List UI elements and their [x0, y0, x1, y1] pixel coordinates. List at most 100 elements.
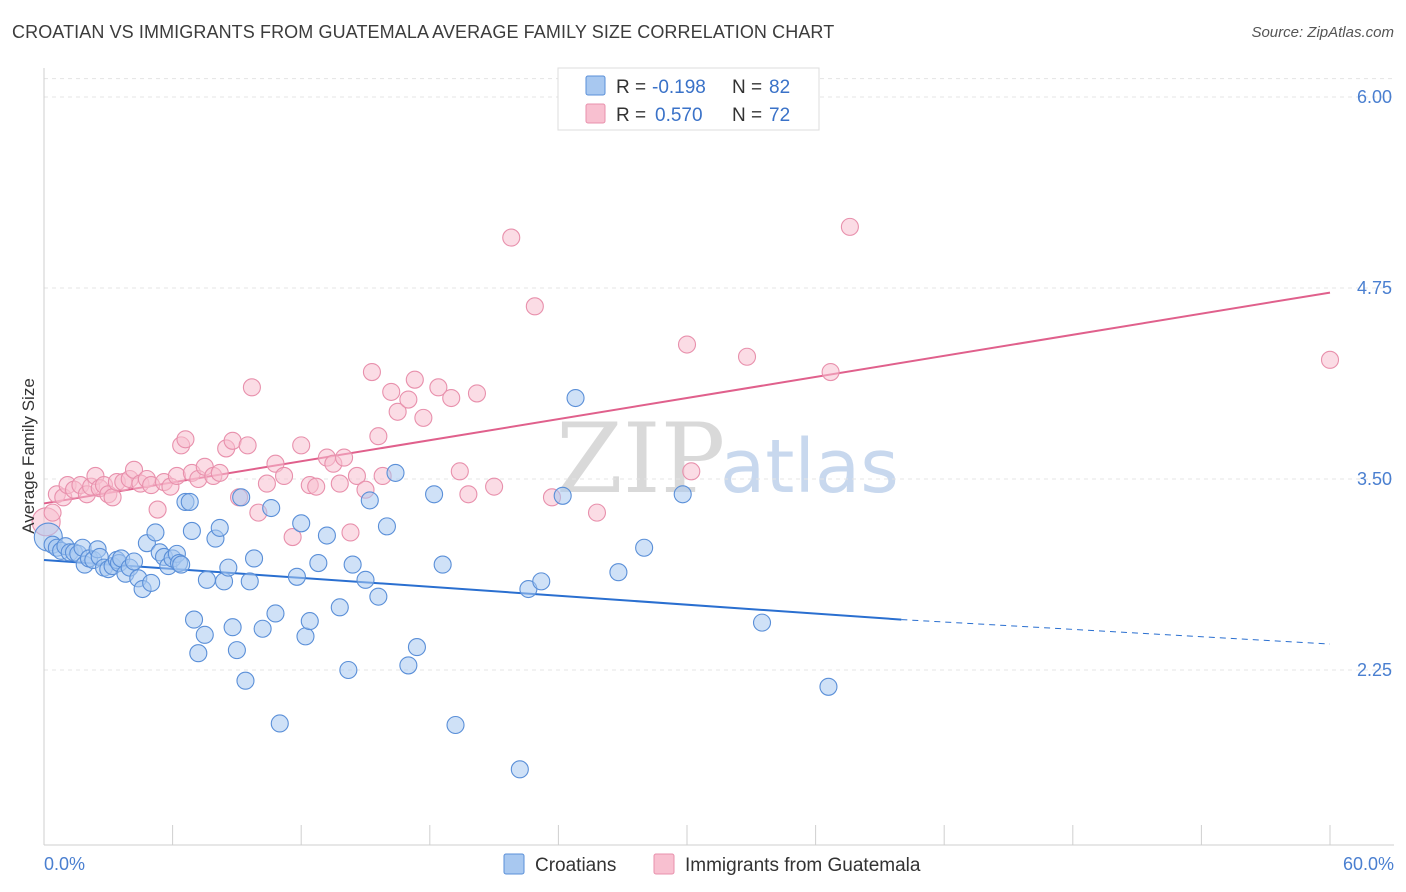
croatians-point-41 [197, 570, 216, 589]
croatians-point-59 [300, 612, 319, 631]
guatemala-point-70 [677, 335, 697, 354]
croatians-point-67 [369, 587, 388, 606]
axes [43, 68, 1394, 846]
guatemala-point-48 [335, 448, 354, 467]
croatians-point-80 [609, 563, 628, 582]
croatians-point-37 [182, 521, 201, 541]
croatians-point-74 [446, 715, 465, 735]
guatemala-point-38 [257, 474, 276, 493]
legend-r-value-2: 0.570 [655, 105, 703, 126]
croatians-point-53 [262, 498, 281, 518]
trend-line-guatemala [43, 291, 1331, 505]
croatians-point-52 [253, 619, 272, 638]
guatemala-point-71 [682, 462, 701, 481]
legend-n-label-2: N = [732, 105, 762, 126]
guatemala-point-26 [176, 430, 195, 449]
guatemala-point-56 [388, 402, 407, 421]
y-axis-label: Average Family Size [19, 378, 38, 534]
series-legend-label-guatemala: Immigrants from Guatemala [685, 855, 921, 876]
croatians-point-62 [330, 598, 349, 617]
guatemala-point-66 [502, 228, 521, 247]
croatians-point-84 [819, 677, 838, 696]
croatians-point-45 [219, 558, 238, 577]
croatians-point-36 [180, 492, 199, 511]
guatemala-point-49 [341, 523, 360, 542]
series-legend-swatch-guatemala [653, 853, 675, 875]
croatians-point-72 [425, 485, 444, 504]
guatemala-point-60 [429, 378, 448, 397]
croatians-point-66 [360, 491, 379, 510]
croatians-point-26 [142, 573, 161, 592]
series-legend: Croatians Immigrants from Guatemala [503, 853, 921, 876]
croatians-point-38 [184, 610, 204, 629]
guatemala-point-74 [840, 217, 859, 236]
data-points [31, 217, 1340, 779]
guatemala-point-50 [347, 466, 366, 485]
croatians-point-43 [210, 518, 229, 537]
croatians-point-50 [240, 572, 259, 591]
croatians-point-46 [223, 618, 242, 637]
guatemala-point-52 [362, 362, 381, 382]
guatemala-point-67 [525, 297, 544, 316]
source-credit: Source: ZipAtlas.com [1251, 24, 1394, 41]
watermark-atlas: atlas [720, 424, 899, 510]
series-legend-label-croatians: Croatians [535, 855, 616, 876]
guatemala-point-41 [283, 528, 302, 547]
guatemala-point-55 [382, 382, 401, 401]
croatians-point-73 [433, 555, 452, 574]
guatemala-point-63 [459, 485, 478, 504]
croatians-point-60 [309, 553, 328, 573]
guatemala-point-69 [587, 503, 607, 522]
croatians-point-40 [195, 625, 214, 644]
croatians-point-81 [635, 538, 654, 557]
croatians-point-34 [172, 555, 191, 574]
stats-legend: R = -0.198 N = 82 R = 0.570 N = 72 [557, 67, 820, 131]
guatemala-point-59 [414, 408, 433, 427]
watermark-zip: ZIP [556, 403, 725, 515]
guatemala-point-35 [238, 436, 257, 455]
series-legend-swatch-croatians [503, 853, 525, 875]
guatemala-point-39 [266, 454, 285, 473]
croatians-point-82 [673, 485, 692, 504]
guatemala-point-47 [330, 474, 349, 493]
croatians-point-83 [752, 613, 772, 632]
guatemala-point-58 [405, 370, 424, 389]
trend-line-croatians-extension [901, 619, 1331, 645]
croatians-point-69 [386, 463, 405, 482]
croatians-point-39 [189, 644, 208, 663]
croatians-point-79 [566, 388, 585, 408]
croatians-point-22 [124, 552, 144, 571]
legend-swatch-guatemala [585, 103, 606, 124]
croatians-point-54 [266, 604, 285, 623]
guatemala-point-13 [103, 488, 122, 507]
y-tick-label-2: 4.75 [1357, 278, 1392, 298]
chart-title: CROATIAN VS IMMIGRANTS FROM GUATEMALA AV… [12, 22, 835, 42]
legend-n-label-1: N = [732, 77, 762, 98]
y-tick-label-1: 3.50 [1357, 469, 1392, 489]
legend-swatch-croatians [585, 75, 606, 96]
guatemala-point-21 [148, 500, 167, 519]
guatemala-point-72 [737, 347, 757, 366]
guatemala-point-31 [210, 463, 229, 482]
guatemala-point-57 [399, 390, 418, 409]
y-tick-labels: 2.25 3.50 4.75 6.00 [1357, 87, 1392, 680]
guatemala-point-42 [292, 436, 311, 455]
guatemala-point-40 [275, 466, 294, 485]
x-tick-label-max: 60.0% [1343, 854, 1394, 874]
croatians-point-78 [553, 486, 572, 505]
y-tick-label-0: 2.25 [1357, 660, 1392, 680]
guatemala-point-64 [467, 384, 487, 403]
guatemala-point-65 [485, 477, 504, 496]
croatians-point-27 [146, 523, 165, 542]
guatemala-point-75 [1320, 350, 1340, 369]
legend-r-value-1: -0.198 [652, 77, 706, 98]
y-tick-label-3: 6.00 [1357, 87, 1392, 107]
croatians-point-63 [339, 660, 358, 680]
guatemala-point-33 [223, 431, 242, 450]
croatians-point-58 [296, 627, 315, 646]
x-ticks [43, 825, 1331, 845]
guatemala-point-44 [307, 477, 326, 496]
croatians-point-56 [287, 567, 306, 586]
croatians-point-68 [377, 517, 396, 536]
legend-r-label-1: R = [616, 77, 646, 98]
